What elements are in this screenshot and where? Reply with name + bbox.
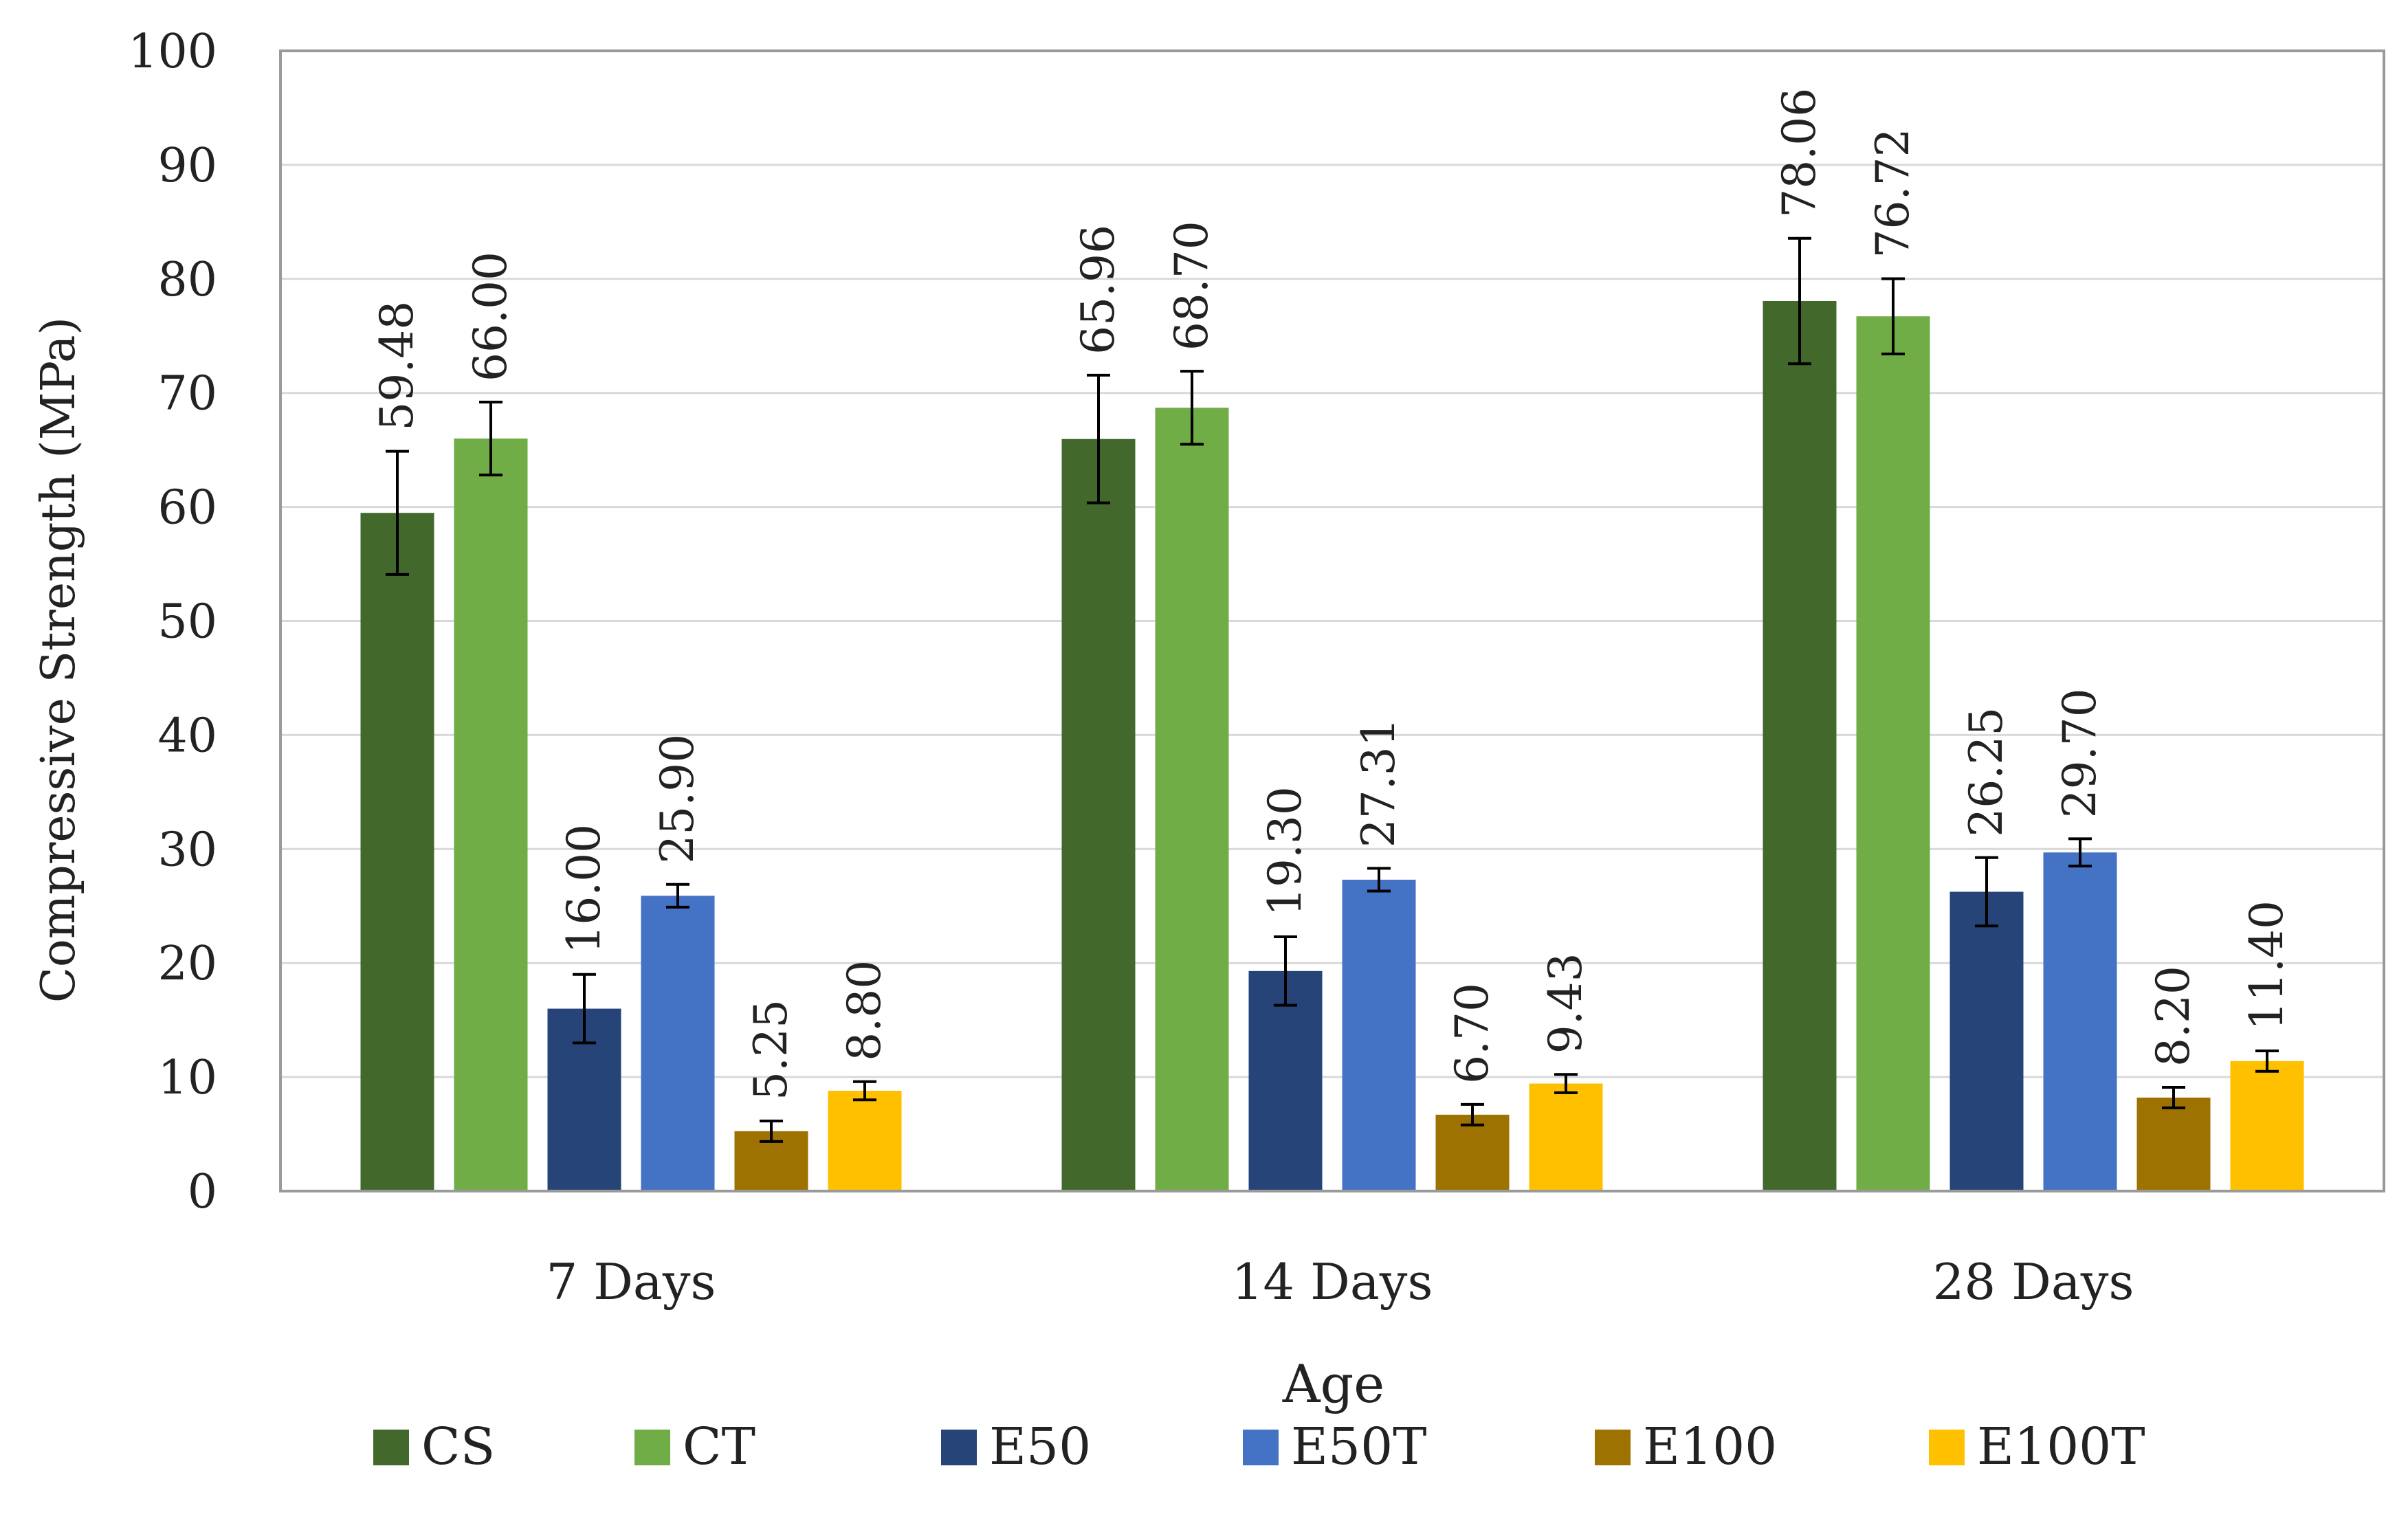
y-tick-label: 60 (157, 481, 217, 535)
legend-item-E50: E50 (941, 1417, 1091, 1476)
legend-item-E100T: E100T (1929, 1417, 2145, 1476)
legend-swatch (941, 1430, 977, 1465)
bar-CS-28-Days (1763, 300, 1837, 1191)
bar-E50T-14-Days (1342, 879, 1416, 1191)
data-label: 5.25 (744, 999, 797, 1100)
bar-E50T-7-Days (641, 896, 715, 1191)
data-label: 8.80 (838, 960, 891, 1061)
y-tick-label: 50 (157, 595, 217, 650)
y-axis-title: Compressive Strength (MPa) (32, 317, 86, 1003)
plot-border (279, 49, 2385, 1192)
bar-E100T-28-Days (2230, 1061, 2304, 1191)
x-tick-label: 7 Days (546, 1253, 716, 1311)
legend-swatch (634, 1430, 670, 1465)
y-tick-label: 70 (157, 367, 217, 421)
legend-label: E50 (989, 1417, 1091, 1476)
data-label: 29.70 (2053, 688, 2106, 818)
y-tick-label: 0 (188, 1165, 217, 1219)
legend-item-CS: CS (373, 1417, 495, 1476)
data-label: 8.20 (2147, 966, 2200, 1067)
y-tick-label: 20 (157, 937, 217, 991)
legend-swatch (1595, 1430, 1631, 1465)
data-label: 26.25 (1960, 707, 2013, 837)
bar-E50T-28-Days (2043, 852, 2117, 1191)
legend-label: E50T (1291, 1417, 1427, 1476)
data-label: 78.06 (1773, 88, 1826, 218)
y-tick-label: 90 (157, 139, 217, 193)
legend-label: CS (421, 1417, 495, 1476)
legend-swatch (1929, 1430, 1965, 1465)
y-tick-label: 80 (157, 253, 217, 307)
data-label: 6.70 (1446, 983, 1499, 1084)
bar-CT-14-Days (1155, 408, 1229, 1191)
data-label: 76.72 (1866, 129, 1919, 258)
bar-E50-28-Days (1949, 891, 2024, 1191)
legend-label: CT (683, 1417, 755, 1476)
data-label: 9.43 (1539, 953, 1592, 1054)
bar-CT-7-Days (454, 438, 528, 1191)
bars: 59.48 66.00 16.00 25.90 5.25 8.80 65.96 68.70 19… (360, 88, 2304, 1191)
legend-swatch (1243, 1430, 1279, 1465)
bar-E100-14-Days (1435, 1114, 1510, 1191)
legend: CS CT E50 E50T E100 E100T (373, 1417, 2145, 1476)
legend-swatch (373, 1430, 409, 1465)
data-label: 68.70 (1165, 221, 1218, 351)
data-label: 11.40 (2240, 900, 2293, 1030)
data-label: 25.90 (651, 734, 704, 864)
legend-label: E100T (1977, 1417, 2145, 1476)
x-tick-label: 28 Days (1933, 1253, 2134, 1311)
y-tick-label: 100 (128, 25, 217, 79)
bar-CS-7-Days (360, 513, 434, 1191)
bar-E50-14-Days (1248, 970, 1323, 1191)
legend-item-CT: CT (634, 1417, 755, 1476)
y-tick-label: 10 (157, 1051, 217, 1105)
x-axis-title: Age (1282, 1353, 1385, 1414)
bar-CT-28-Days (1856, 316, 1930, 1191)
x-tick-label: 14 Days (1232, 1253, 1433, 1311)
bar-E100-28-Days (2136, 1097, 2211, 1191)
data-label: 66.00 (464, 252, 517, 381)
y-tick-label: 30 (157, 823, 217, 877)
bar-CS-14-Days (1061, 438, 1136, 1191)
y-tick-label: 40 (157, 709, 217, 763)
legend-label: E100 (1643, 1417, 1777, 1476)
bar-E100T-14-Days (1529, 1083, 1603, 1191)
legend-item-E100: E100 (1595, 1417, 1777, 1476)
data-label: 19.30 (1259, 786, 1312, 916)
data-label: 59.48 (371, 301, 423, 431)
data-label: 65.96 (1072, 225, 1125, 355)
data-label: 16.00 (557, 824, 610, 954)
axes: 0 10 20 30 40 50 60 70 80 90 100 7 Days 14 Days 28 Da… (128, 25, 2385, 1311)
data-label: 27.31 (1352, 718, 1405, 847)
legend-item-E50T: E50T (1243, 1417, 1427, 1476)
bar-E100T-7-Days (828, 1091, 902, 1191)
